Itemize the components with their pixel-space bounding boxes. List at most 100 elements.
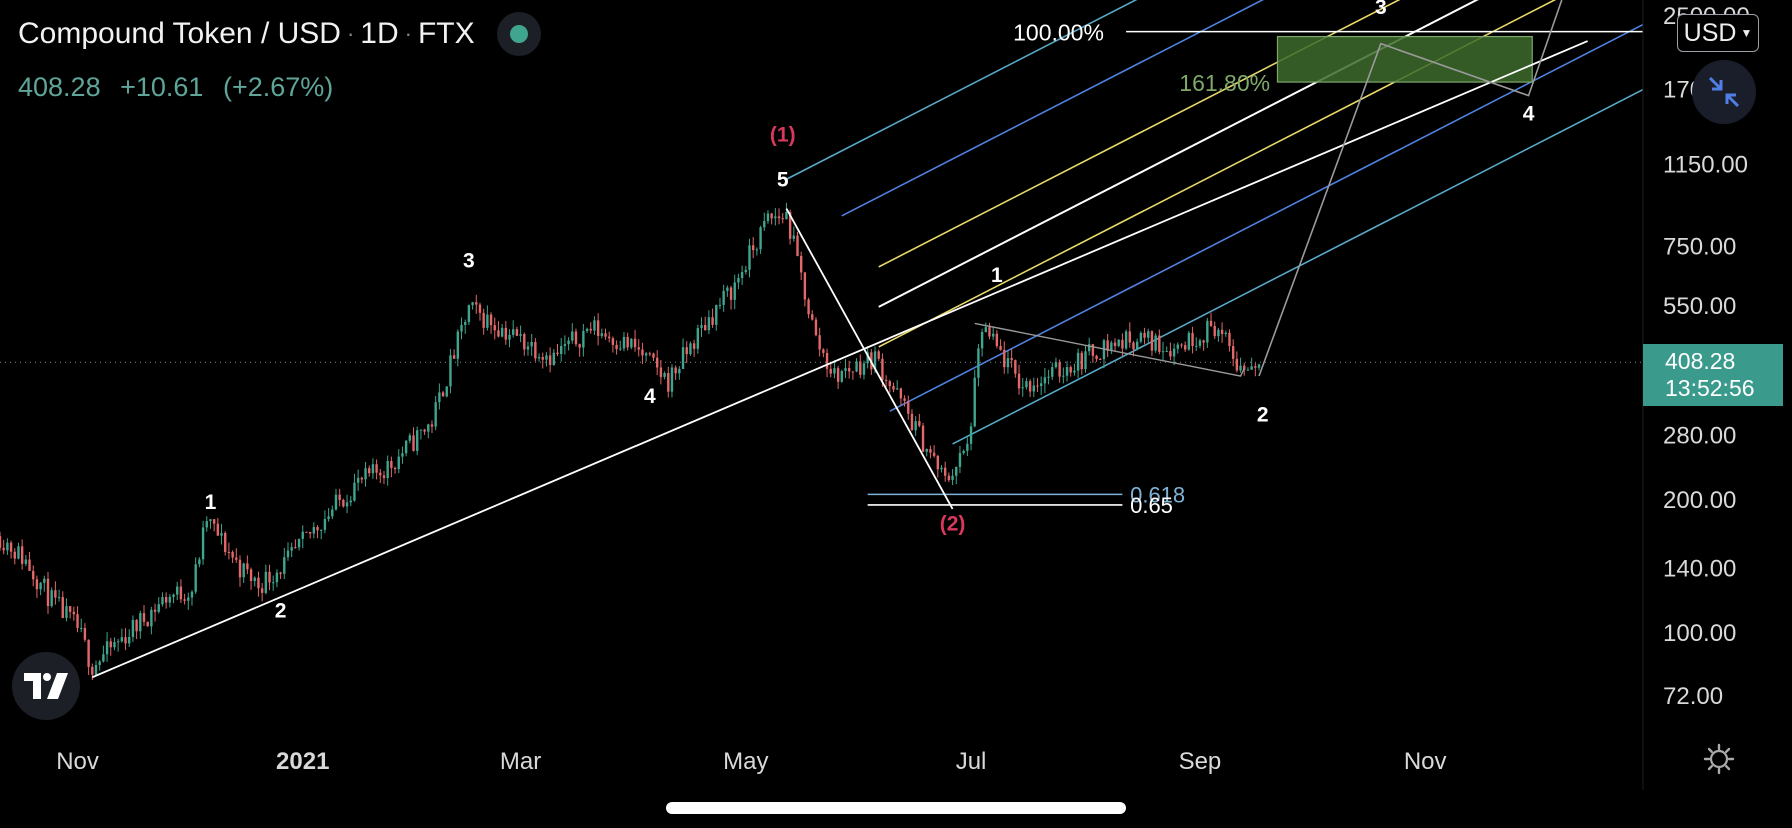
candle-body [368,468,371,474]
pitchfork-line-0 [786,0,1138,180]
candle-body [194,564,197,592]
candle-body [467,305,471,323]
candle-body [190,591,194,598]
candle-body [13,551,16,559]
candle-body [703,325,707,331]
candle-body [899,388,903,399]
wave-label: 3 [1375,0,1387,19]
candle-body [212,519,216,524]
currency-selector-button[interactable]: USD ▼ [1677,14,1759,52]
price-change: +10.61 [120,72,204,102]
candle-body [294,547,297,549]
candle-body [401,453,404,457]
candle-body [187,597,190,601]
candle-body [1047,376,1050,378]
candle-body [947,475,951,481]
candle-body [744,269,748,273]
candle-body [633,338,637,348]
candle-body [242,563,245,578]
candle-body [866,352,869,364]
candle-body [390,460,393,468]
candle-body [766,213,770,222]
candle-body [98,661,101,665]
candle-body [102,654,105,662]
candle-body [925,449,928,452]
currency-label: USD [1683,18,1737,47]
candle-body [327,516,330,520]
candle-body [161,597,164,605]
candle-body [83,627,87,640]
candle-body [548,355,552,365]
candle-body [364,468,367,480]
time-axis-tick: Nov [1404,748,1447,775]
candle-body [456,331,460,359]
price-axis-tick: 72.00 [1663,683,1723,710]
interval-label[interactable]: 1D [360,17,399,50]
candle-body [201,527,205,560]
candle-body [984,327,987,333]
candle-body [220,532,223,536]
candle-body [545,355,548,360]
candle-body [733,282,736,300]
candle-body [24,559,28,564]
candle-body [139,613,142,632]
status-dot-icon[interactable] [496,12,541,56]
price-tag-value: 408.28 [1665,348,1736,374]
candle-body [807,299,810,315]
candle-body [847,368,851,372]
candle-body [105,641,109,655]
candle-body [493,325,496,331]
candle-body [1246,369,1250,371]
candle-body [523,334,526,350]
tradingview-logo-icon[interactable] [12,652,80,720]
candle-body [412,435,415,451]
candle-body [1106,340,1109,351]
pitchfork-line-2 [878,0,1401,268]
symbol-name[interactable]: Compound Token / USD [18,17,341,50]
candle-body [512,329,515,335]
candle-body [740,272,744,278]
candle-body [799,255,803,273]
candle-body [113,642,116,648]
candle-body [393,467,397,470]
candle-body [430,424,434,427]
candle-body [205,521,208,528]
candle-body [198,559,201,565]
candle-body [423,429,426,432]
candle-body [844,368,847,372]
candle-body [452,355,456,359]
gear-icon[interactable] [1703,743,1735,775]
pitchfork-line-1 [841,0,1265,217]
candle-body [1113,342,1117,347]
candle-body [142,613,146,622]
collapse-arrows-icon[interactable] [1692,60,1756,124]
candle-body [958,453,962,467]
candle-body [65,606,68,618]
home-indicator[interactable] [666,802,1126,814]
candle-body [659,367,663,377]
candle-body [1069,367,1072,373]
candle-body [1176,344,1179,349]
pitchfork-line-5 [889,23,1644,412]
candle-body [43,578,46,583]
candle-body [1087,344,1091,352]
candle-body [353,482,356,501]
wave-label: (1) [770,124,796,147]
candle-body [825,352,829,369]
candle-body [323,519,327,530]
candle-body [257,577,260,589]
candle-body [855,361,858,372]
candle-body [356,477,360,483]
current-price-tag: 408.28 13:52:56 [1643,344,1783,406]
candle-body [696,328,700,349]
candle-body [471,302,474,306]
pitchfork-lines [786,0,1644,445]
candle-body [1054,362,1058,368]
candle-body [571,331,574,341]
candle-body [408,435,412,441]
candle-body [1161,351,1165,353]
candle-body [674,367,677,374]
symbol-title-row[interactable]: Compound Token / USD · 1D · FTX [18,12,541,56]
candle-body [1124,331,1128,349]
